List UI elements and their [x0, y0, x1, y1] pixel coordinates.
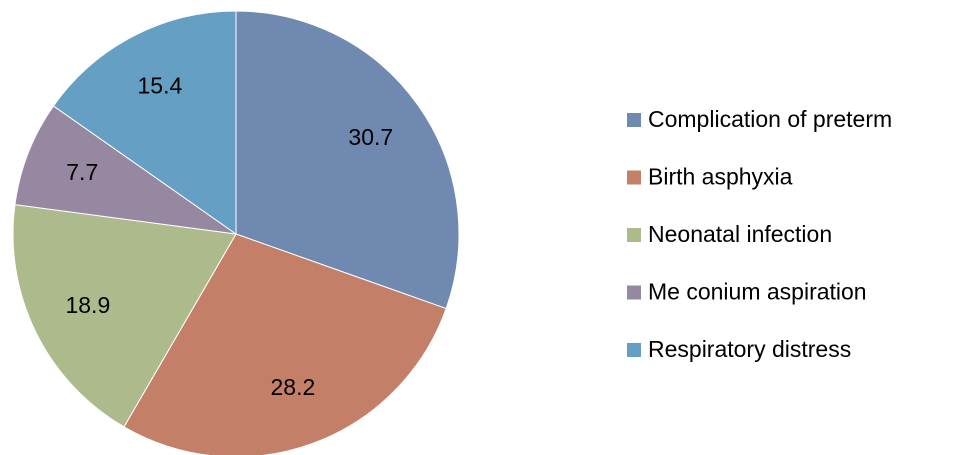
legend-swatch	[627, 343, 641, 357]
data-label: 28.2	[270, 374, 315, 400]
pie-slice	[235, 10, 460, 310]
legend-swatch	[627, 170, 641, 185]
data-label: 7.7	[66, 159, 98, 185]
pie-slice	[123, 233, 447, 455]
pie-slice	[14, 105, 237, 235]
legend-label: Complication of preterm	[648, 106, 892, 132]
pie-slice	[12, 204, 237, 428]
pie-slice	[52, 10, 237, 235]
legend-label: Birth asphyxia	[648, 164, 793, 190]
legend-label: Respiratory distress	[648, 336, 851, 362]
data-label: 18.9	[65, 292, 110, 318]
legend-label: Neonatal infection	[648, 221, 832, 247]
legend-swatch	[627, 285, 641, 300]
legend-swatch	[627, 228, 641, 242]
data-label: 30.7	[348, 124, 393, 150]
legend-swatch	[627, 113, 641, 127]
data-label: 15.4	[137, 73, 182, 99]
legend-label: Me conium aspiration	[648, 279, 867, 305]
